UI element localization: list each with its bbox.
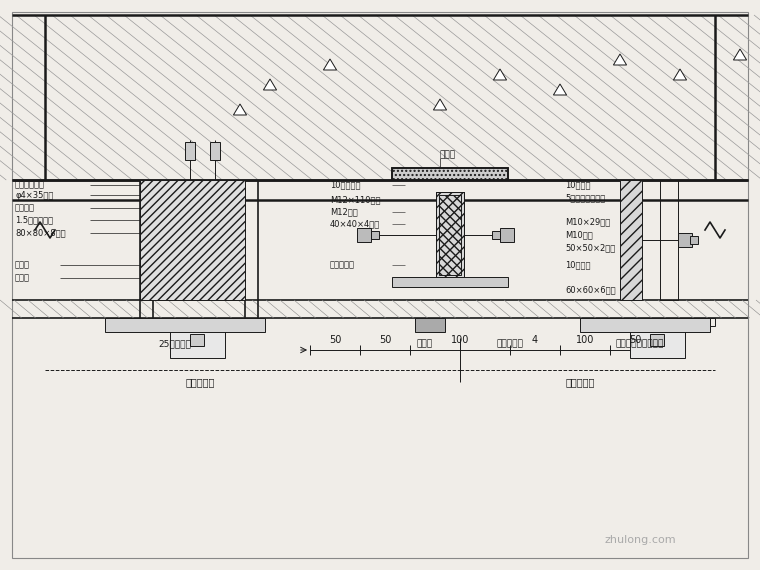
Bar (371, 231, 379, 239)
Text: 50×50×2婫片: 50×50×2婫片 (565, 243, 616, 253)
Text: 10厚模板: 10厚模板 (565, 260, 591, 270)
Text: 糊脂胶: 糊脂胶 (417, 340, 433, 348)
Text: 50: 50 (329, 335, 341, 345)
Bar (392, 168, 508, 180)
Text: M12螺母: M12螺母 (330, 207, 358, 217)
Bar (580, 318, 710, 332)
Text: 80×80×8角钢: 80×80×8角钢 (15, 229, 65, 238)
Text: 100: 100 (576, 335, 594, 345)
Bar (436, 192, 464, 277)
Text: 5厚锂板拼接芯套: 5厚锂板拼接芯套 (565, 193, 605, 202)
Bar (630, 323, 685, 358)
Text: 50: 50 (378, 335, 391, 345)
Polygon shape (613, 54, 626, 65)
Text: 10号槽锂: 10号槽锂 (565, 181, 591, 189)
Bar (500, 228, 514, 242)
Bar (105, 318, 265, 332)
Bar (660, 180, 678, 300)
Text: 拉铆钉: 拉铆钉 (15, 260, 30, 270)
Text: 土建结构边线: 土建结构边线 (15, 181, 45, 189)
Text: 不锈钓挂件: 不锈钓挂件 (330, 260, 355, 270)
Polygon shape (553, 84, 567, 95)
Polygon shape (733, 49, 746, 60)
Polygon shape (264, 79, 277, 90)
Bar (678, 233, 692, 247)
Text: 40×40×4婫片: 40×40×4婫片 (330, 219, 380, 229)
Text: 1.5厚防火岩板: 1.5厚防火岩板 (15, 215, 53, 225)
Text: 泡沫塞填实: 泡沫塞填实 (496, 340, 524, 348)
Text: 25厚展晶石: 25厚展晶石 (159, 340, 192, 348)
Text: 50: 50 (629, 335, 641, 345)
Bar (439, 195, 461, 275)
Text: 防火岩棉: 防火岩棉 (15, 203, 35, 213)
Bar (690, 236, 698, 244)
Text: 预埋件: 预埋件 (440, 150, 456, 160)
Bar (170, 323, 225, 358)
Text: φ4×35射钉: φ4×35射钉 (15, 190, 53, 200)
Bar (190, 334, 204, 346)
Polygon shape (233, 104, 246, 115)
Text: 60×60×6角钢: 60×60×6角钢 (565, 286, 616, 295)
Text: M12×110肆丝: M12×110肆丝 (330, 196, 381, 205)
Text: 10厚连接件: 10厚连接件 (330, 181, 360, 189)
Bar (140, 180, 245, 300)
Text: 4: 4 (532, 335, 538, 345)
Bar (660, 318, 715, 326)
Polygon shape (433, 99, 447, 110)
Bar (392, 277, 508, 287)
Bar (620, 180, 642, 300)
Text: zhulong.com: zhulong.com (604, 535, 676, 545)
Bar (210, 142, 220, 160)
Text: 100: 100 (451, 335, 469, 345)
Bar (436, 192, 464, 277)
Bar (392, 168, 508, 180)
Polygon shape (673, 69, 686, 80)
Text: 环氧树脂石材贴结胶: 环氧树脂石材贴结胶 (616, 340, 664, 348)
Bar (185, 142, 195, 160)
Text: M10×29肆庞: M10×29肆庞 (565, 218, 610, 226)
Text: 尺寸控制线: 尺寸控制线 (565, 377, 594, 387)
Bar (492, 231, 500, 239)
Text: M10螺母: M10螺母 (565, 230, 593, 239)
Text: 防火胶: 防火胶 (15, 274, 30, 283)
Polygon shape (493, 69, 507, 80)
Polygon shape (324, 59, 337, 70)
Bar (415, 318, 445, 332)
Bar (357, 228, 371, 242)
Bar (650, 334, 664, 346)
Text: 尺寸控制线: 尺寸控制线 (185, 377, 214, 387)
